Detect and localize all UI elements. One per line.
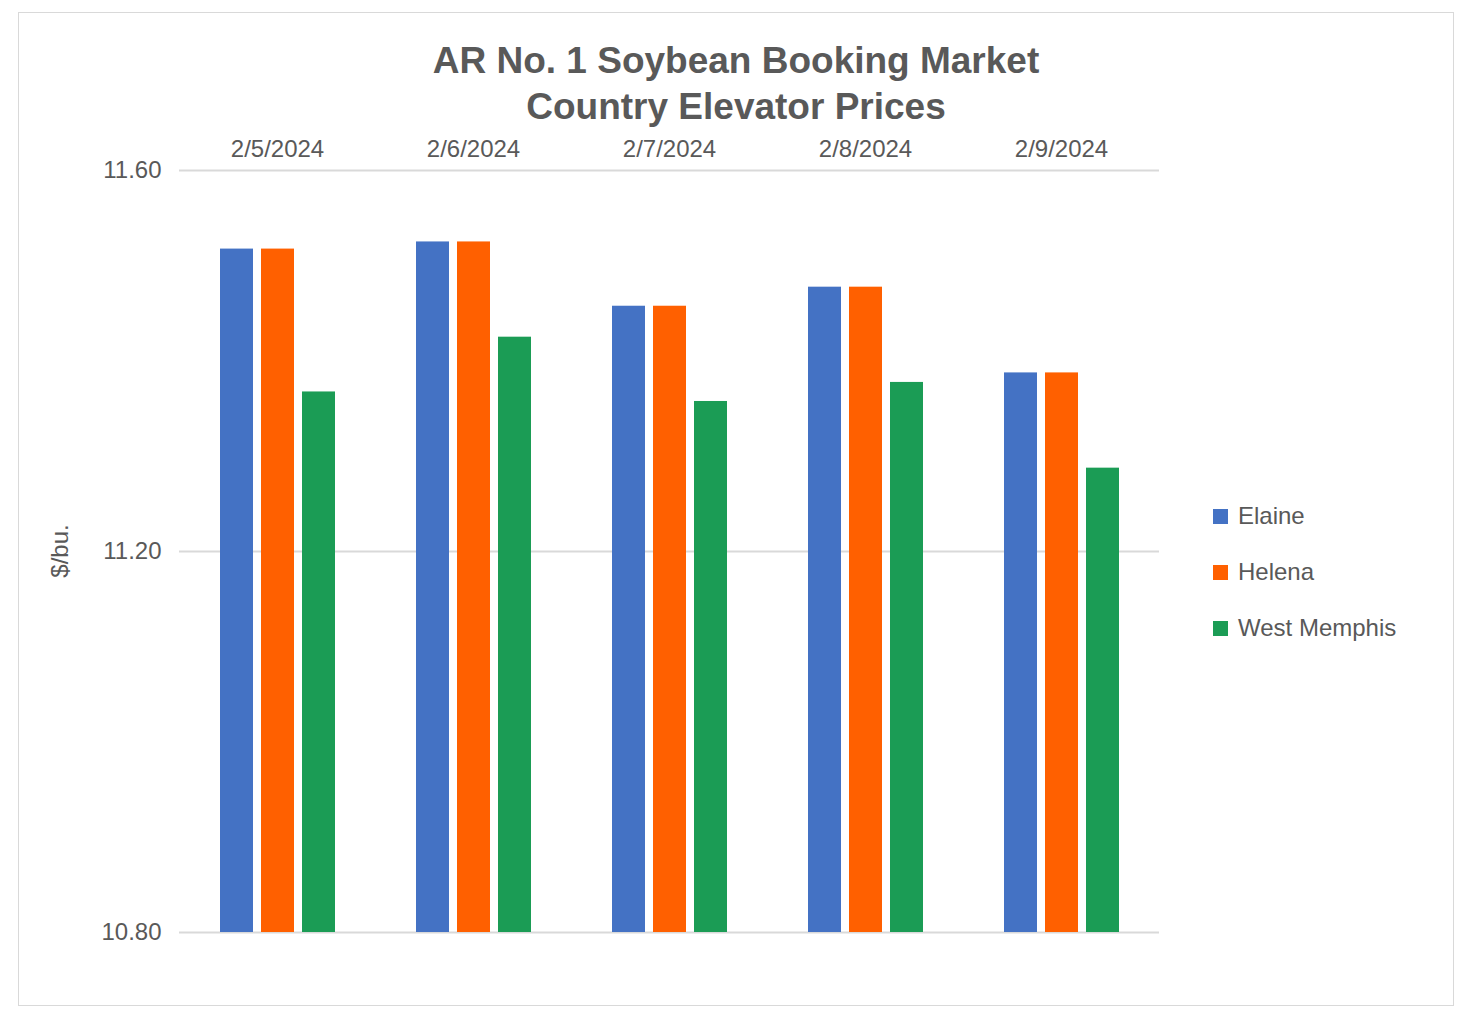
html-text:Elaine: Elaine bbox=[1238, 502, 1305, 529]
svg-text:2/8/2024: 2/8/2024 bbox=[819, 140, 912, 162]
svg-text:2/5/2024: 2/5/2024 bbox=[231, 140, 324, 162]
svg-text:11.20: 11.20 bbox=[103, 537, 161, 564]
svg-text:2/9/2024: 2/9/2024 bbox=[1015, 140, 1108, 162]
html-text:Helena: Helena bbox=[1238, 558, 1315, 585]
svg-text:11.60: 11.60 bbox=[103, 156, 161, 183]
html-text:AR No. 1 Soybean Booking Marke: AR No. 1 Soybean Booking Market Country … bbox=[432, 40, 1040, 127]
html-text:$/bu.: $/bu. bbox=[46, 524, 73, 578]
svg-text:2/7/2024: 2/7/2024 bbox=[623, 140, 716, 162]
svg-text:10.80: 10.80 bbox=[101, 918, 161, 945]
svg-text:2/6/2024: 2/6/2024 bbox=[427, 140, 520, 162]
html-text:West Memphis: West Memphis bbox=[1238, 614, 1397, 641]
